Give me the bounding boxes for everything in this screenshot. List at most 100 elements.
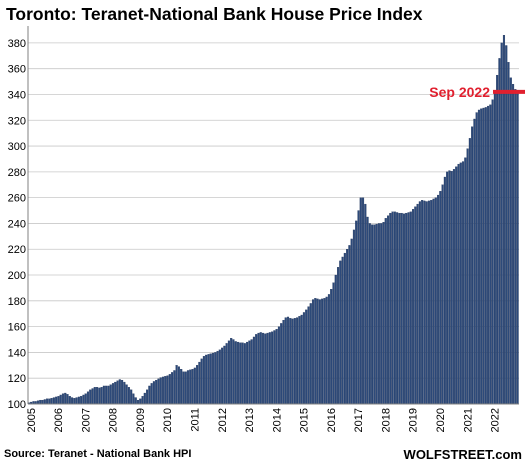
bar <box>307 306 310 405</box>
bar <box>98 387 101 405</box>
bar <box>339 260 342 405</box>
bar <box>282 320 285 405</box>
bar <box>191 369 194 405</box>
bar <box>446 171 449 405</box>
y-tick-label: 100 <box>8 399 26 411</box>
bar <box>514 89 517 405</box>
bar <box>432 198 435 405</box>
bar <box>209 353 212 405</box>
bar <box>166 375 169 405</box>
y-tick-label: 160 <box>8 322 26 334</box>
bar <box>96 387 99 405</box>
bar <box>61 393 65 405</box>
bar <box>346 249 349 405</box>
bar <box>452 169 455 405</box>
bar <box>246 341 249 405</box>
bar <box>91 388 94 405</box>
bar <box>109 384 112 405</box>
bar <box>459 162 462 405</box>
bar <box>100 387 103 405</box>
bar <box>377 223 380 405</box>
bar <box>305 309 308 405</box>
bar <box>123 381 126 405</box>
bar <box>296 317 299 405</box>
bar <box>116 380 119 405</box>
bar <box>200 358 203 405</box>
bar <box>293 318 296 405</box>
bar <box>375 223 378 405</box>
bar <box>498 58 501 405</box>
bar <box>455 166 458 405</box>
bar <box>221 347 224 405</box>
x-tick-label: 2017 <box>353 408 365 432</box>
bar <box>505 45 508 405</box>
y-tick-label: 220 <box>8 244 26 256</box>
bar <box>325 296 328 405</box>
y-tick-label: 300 <box>8 141 26 153</box>
bar <box>493 90 496 405</box>
bar <box>448 170 451 405</box>
bar <box>50 398 53 405</box>
bar <box>111 383 115 405</box>
bar <box>332 282 335 405</box>
bar <box>89 389 92 405</box>
bar <box>309 303 312 405</box>
bar <box>218 349 221 405</box>
bar <box>148 385 151 405</box>
bar <box>202 356 205 405</box>
y-tick-label: 180 <box>8 296 26 308</box>
bar <box>39 399 42 405</box>
x-tick-label: 2020 <box>435 408 447 432</box>
y-tick-label: 340 <box>8 89 26 101</box>
bar <box>186 370 190 405</box>
bar <box>139 398 142 405</box>
bar <box>430 200 433 405</box>
bar <box>343 252 346 405</box>
bar <box>473 118 476 405</box>
bar <box>189 369 192 405</box>
bar <box>327 294 330 405</box>
x-tick-label: 2016 <box>326 408 338 432</box>
bar <box>300 314 303 405</box>
bar <box>207 354 210 405</box>
bar <box>182 371 185 405</box>
bar <box>475 112 478 405</box>
bar <box>236 341 240 405</box>
bar <box>357 210 360 405</box>
bar <box>416 203 419 405</box>
y-tick-label: 320 <box>8 115 26 127</box>
bar <box>241 342 244 405</box>
bar <box>73 398 76 405</box>
bar <box>350 238 353 405</box>
bar <box>266 332 269 405</box>
bar <box>152 381 155 405</box>
x-tick-label: 2010 <box>162 408 174 432</box>
bar <box>341 256 344 405</box>
x-tick-label: 2018 <box>380 408 392 432</box>
bar <box>450 171 453 405</box>
bar <box>223 345 226 405</box>
bar <box>80 396 83 405</box>
bar <box>500 42 503 405</box>
bar <box>214 352 217 405</box>
x-tick-label: 2021 <box>462 408 474 432</box>
bar <box>311 299 315 405</box>
x-tick-label: 2006 <box>53 408 65 432</box>
bar <box>46 398 49 405</box>
bar <box>227 340 230 405</box>
bar <box>230 338 233 405</box>
bar <box>261 332 265 405</box>
bar <box>462 161 465 405</box>
bar <box>121 379 124 405</box>
bar <box>393 211 396 405</box>
x-tick-label: 2022 <box>490 408 502 432</box>
bar <box>491 99 494 405</box>
bar <box>243 343 246 405</box>
bar <box>318 299 321 405</box>
y-tick-label: 140 <box>8 347 26 359</box>
bar <box>198 361 201 405</box>
bar <box>232 339 235 405</box>
bar <box>512 84 515 405</box>
bar <box>280 323 283 405</box>
bar <box>268 332 271 405</box>
